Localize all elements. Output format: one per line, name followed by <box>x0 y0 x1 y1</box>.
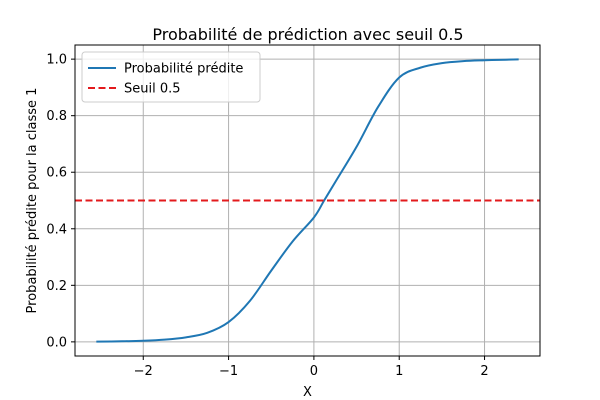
series-layer <box>75 58 540 343</box>
y-tick-label: 0.8 <box>46 109 67 124</box>
y-tick-label: 0.6 <box>46 166 67 181</box>
x-axis-ticks: −2 −1 0 1 2 <box>134 356 489 379</box>
y-tick-label: 0.4 <box>46 222 67 237</box>
legend-box <box>81 51 261 103</box>
x-tick-label: −1 <box>219 364 238 379</box>
x-tick-label: 2 <box>480 364 488 379</box>
x-tick-label: −2 <box>134 364 153 379</box>
y-tick-label: 1.0 <box>46 53 67 68</box>
y-tick-label: 0.2 <box>46 279 67 294</box>
y-axis-label: Probabilité prédite pour la classe 1 <box>25 88 40 314</box>
chart-title: Probabilité de prédiction avec seuil 0.5 <box>152 25 463 44</box>
x-tick-label: 0 <box>310 364 318 379</box>
y-axis-ticks: 0.0 0.2 0.4 0.6 0.8 1.0 <box>46 53 75 350</box>
legend-label-probabilite: Probabilité prédite <box>124 62 243 77</box>
legend: Probabilité prédite Seuil 0.5 <box>81 51 261 103</box>
y-tick-label: 0.0 <box>46 335 67 350</box>
x-axis-label: X <box>303 385 312 400</box>
x-tick-label: 1 <box>395 364 403 379</box>
legend-label-seuil: Seuil 0.5 <box>124 82 181 97</box>
plot-frame <box>74 44 541 357</box>
probability-curve <box>96 58 519 343</box>
